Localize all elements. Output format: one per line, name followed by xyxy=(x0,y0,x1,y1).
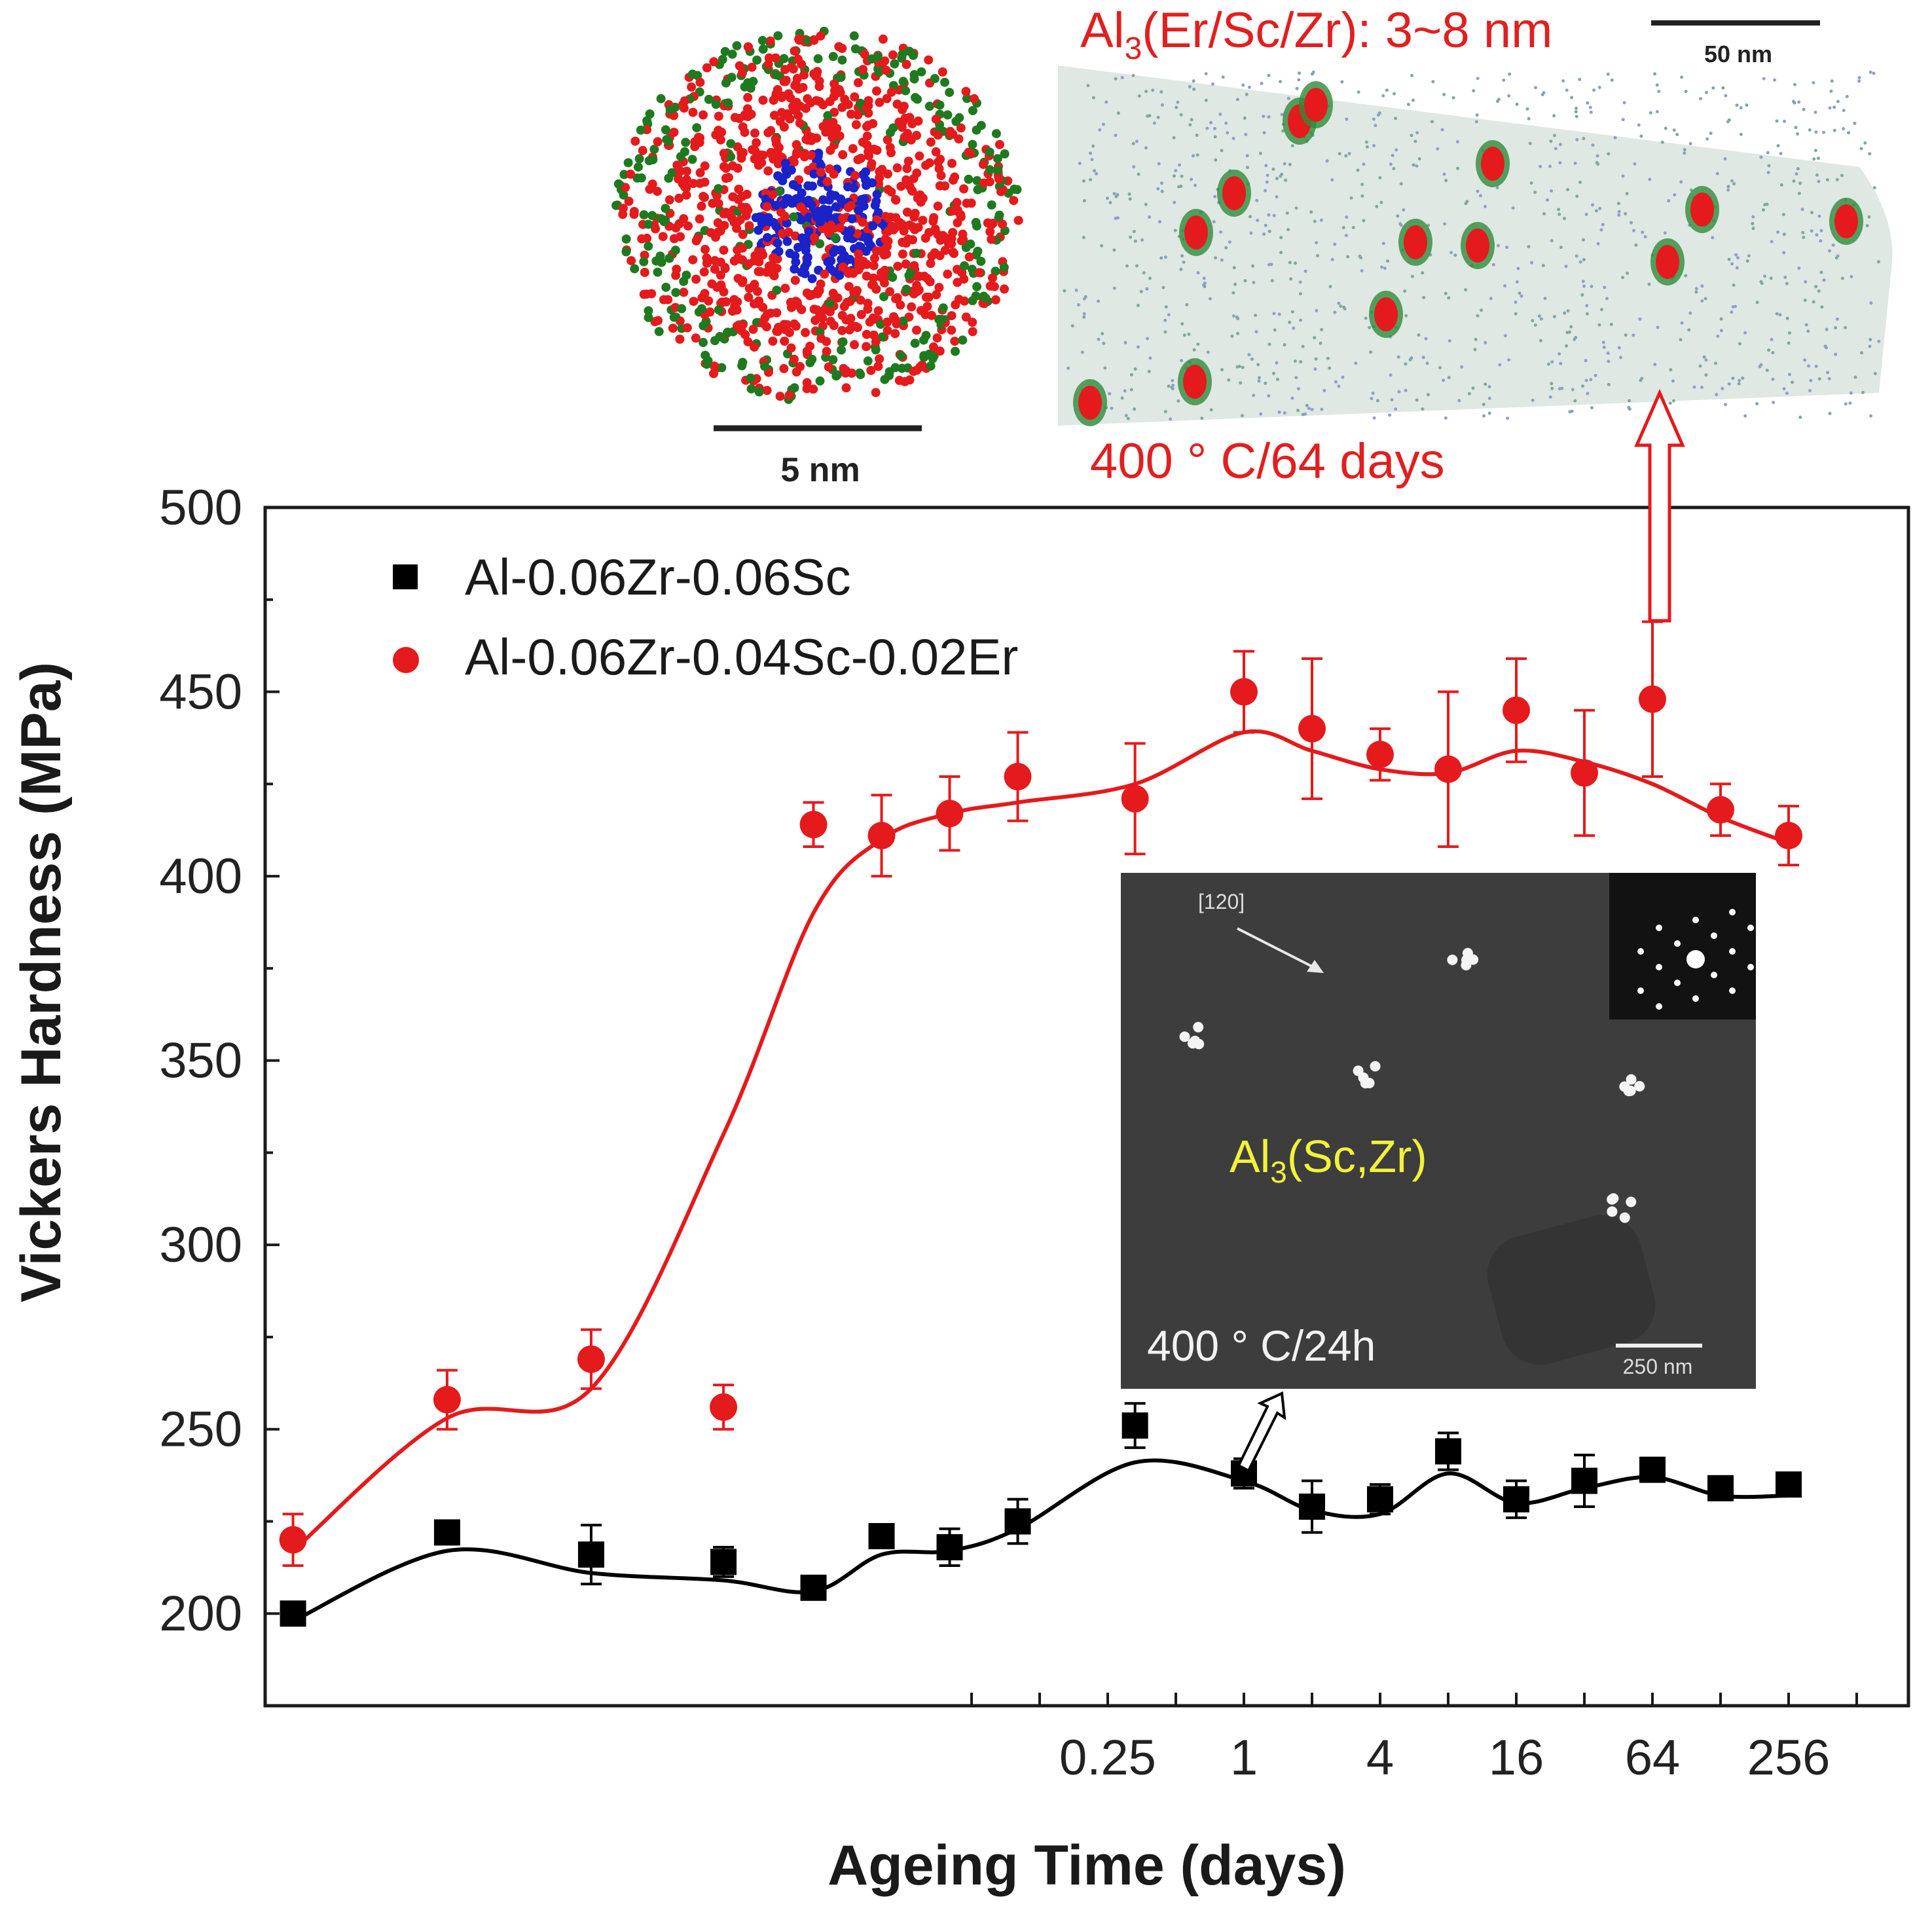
data-point-series-2 xyxy=(867,822,896,850)
legend: Al-0.06Zr-0.06Sc Al-0.06Zr-0.04Sc-0.02Er xyxy=(393,548,1018,686)
cluster-scale-label: 5 nm xyxy=(780,451,860,489)
x-tick-label: 0.25 xyxy=(1059,1730,1156,1786)
x-tick-label: 16 xyxy=(1489,1730,1544,1786)
apt-reconstruction-image xyxy=(1058,65,1893,426)
data-point-series-2 xyxy=(279,1526,307,1554)
y-axis: 200 250 300 350 400 450 500 xyxy=(159,480,280,1707)
tem-scale-label: 250 nm xyxy=(1623,1355,1693,1378)
y-tick-label: 350 xyxy=(159,1033,242,1089)
data-point-series-1 xyxy=(1299,1493,1325,1520)
fit-curve-series-2 xyxy=(291,729,1790,1553)
data-point-series-1 xyxy=(1435,1438,1461,1465)
data-point-series-1 xyxy=(936,1534,963,1560)
y-tick-label: 300 xyxy=(159,1217,242,1273)
data-point-series-2 xyxy=(577,1345,605,1373)
tem-condition-label: 400 ° C/24h xyxy=(1147,1321,1376,1370)
data-point-series-1 xyxy=(1776,1471,1802,1498)
data-point-series-2 xyxy=(1571,759,1598,787)
data-point-series-2 xyxy=(1230,678,1258,706)
apt-condition-label: 400 ° C/64 days xyxy=(1090,433,1445,489)
apt-scale-label: 50 nm xyxy=(1704,41,1772,67)
x-axis-title: Ageing Time (days) xyxy=(828,1834,1346,1897)
tem-direction-label: [120] xyxy=(1198,890,1245,913)
tem-phase-label: Al3(Sc,Zr) xyxy=(1230,1131,1427,1189)
data-point-series-2 xyxy=(799,811,828,839)
tem-inset: [120] Al3(Sc,Zr) 400 ° C/24h 250 nm xyxy=(1121,873,1756,1389)
x-tick-label: 4 xyxy=(1366,1730,1394,1786)
x-axis: 0.25 1 4 16 64 256 xyxy=(970,1693,1858,1786)
y-tick-label: 250 xyxy=(159,1402,242,1458)
data-point-series-1 xyxy=(1639,1456,1666,1483)
tem-diffraction-pattern xyxy=(1609,873,1756,1020)
tem-dark-patch xyxy=(1487,1215,1656,1365)
data-point-series-2 xyxy=(1004,763,1032,791)
y-tick-label: 200 xyxy=(159,1586,242,1642)
data-point-series-2 xyxy=(1503,696,1530,724)
data-point-series-2 xyxy=(1707,796,1734,824)
data-point-series-1 xyxy=(433,1519,460,1546)
y-axis-title: Vickers Hardness (MPa) xyxy=(10,662,73,1302)
tem-direction-arrow xyxy=(1237,927,1318,970)
data-point-series-2 xyxy=(1366,741,1394,769)
x-tick-label: 256 xyxy=(1747,1730,1831,1786)
tem-direction-arrowhead xyxy=(1307,960,1324,973)
data-point-series-1 xyxy=(710,1549,737,1575)
fit-curve-series-1 xyxy=(292,1458,1789,1623)
y-tick-label: 400 xyxy=(159,849,242,904)
data-point-series-1 xyxy=(800,1574,827,1601)
data-point-series-2 xyxy=(433,1386,461,1414)
y-tick-label: 500 xyxy=(159,480,242,536)
data-point-series-2 xyxy=(710,1393,738,1421)
plot-frame xyxy=(263,506,1910,1708)
plot-area xyxy=(279,620,1802,1627)
data-point-series-1 xyxy=(1503,1486,1529,1513)
data-point-series-1 xyxy=(1571,1467,1597,1494)
x-tick-label: 64 xyxy=(1625,1730,1681,1786)
legend-label-series-2: Al-0.06Zr-0.04Sc-0.02Er xyxy=(465,628,1018,686)
data-point-series-1 xyxy=(868,1522,895,1549)
apt-cluster-image xyxy=(611,26,1023,404)
data-point-series-2 xyxy=(1298,714,1326,743)
data-point-series-1 xyxy=(280,1600,306,1627)
data-point-series-2 xyxy=(1775,822,1802,850)
data-point-series-2 xyxy=(936,800,964,828)
data-point-series-1 xyxy=(577,1541,604,1568)
data-point-series-1 xyxy=(1707,1475,1734,1501)
legend-marker-black-square xyxy=(393,564,418,589)
legend-marker-red-circle xyxy=(393,647,419,673)
y-tick-label: 450 xyxy=(159,665,242,720)
x-tick-label: 1 xyxy=(1230,1730,1258,1786)
data-point-series-1 xyxy=(1367,1486,1393,1513)
data-point-series-2 xyxy=(1639,685,1666,713)
arrow-to-tem xyxy=(1237,1391,1286,1473)
arrow-to-apt xyxy=(1634,388,1685,623)
data-point-series-1 xyxy=(1004,1508,1031,1535)
apt-phase-label: Al3(Er/Sc/Zr): 3~8 nm xyxy=(1080,3,1552,66)
data-point-series-2 xyxy=(1121,784,1149,813)
data-point-series-1 xyxy=(1121,1412,1148,1439)
data-point-series-2 xyxy=(1434,755,1462,783)
legend-label-series-1: Al-0.06Zr-0.06Sc xyxy=(465,548,851,606)
